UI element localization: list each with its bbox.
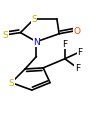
Text: N: N xyxy=(33,38,40,47)
Text: S: S xyxy=(31,15,37,24)
Text: F: F xyxy=(75,64,80,73)
Text: F: F xyxy=(62,40,67,49)
Text: F: F xyxy=(77,48,82,57)
Text: S: S xyxy=(8,78,14,87)
Text: S: S xyxy=(3,31,9,40)
Text: O: O xyxy=(74,27,81,36)
